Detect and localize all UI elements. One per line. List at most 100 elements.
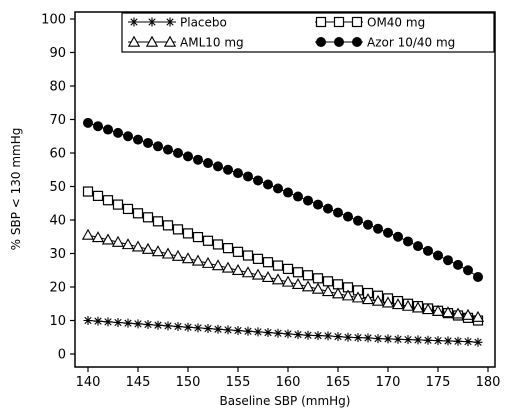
data-point (473, 271, 483, 282)
y-tick-label: 80 (49, 80, 66, 95)
data-point (193, 323, 203, 333)
data-point (393, 231, 403, 242)
series-line (87, 122, 479, 278)
legend: Placebo OM40 mg AML10 mg Azor 10/40 mg (121, 12, 495, 53)
data-point (83, 117, 93, 128)
data-point (413, 241, 423, 252)
data-point (273, 328, 283, 338)
data-point (91, 231, 105, 243)
data-point (93, 316, 103, 326)
data-point (153, 141, 163, 152)
data-point (201, 256, 215, 268)
data-point (273, 183, 283, 194)
data-point (322, 276, 334, 287)
data-point (451, 307, 465, 319)
data-point (221, 261, 235, 273)
legend-marker (127, 35, 141, 47)
series-square (82, 186, 484, 326)
legend-item: OM40 mg (315, 16, 425, 30)
data-point (191, 254, 205, 266)
data-point (383, 227, 393, 238)
x-axis-title: Baseline SBP (mmHg) (220, 394, 351, 408)
data-point (102, 195, 114, 206)
data-point (433, 250, 443, 261)
data-point (391, 298, 405, 310)
y-axis: 0 10 20 30 40 50 60 70 80 90 100 (41, 13, 75, 363)
data-point (443, 255, 453, 266)
data-point (373, 334, 383, 344)
data-point (351, 291, 365, 303)
legend-label: Azor 10/40 mg (367, 36, 455, 50)
legend-marker (163, 35, 177, 47)
data-point (291, 277, 305, 290)
data-point (213, 324, 223, 334)
data-point (403, 236, 413, 247)
data-point (283, 329, 293, 339)
data-point (233, 168, 243, 179)
data-point (113, 127, 123, 138)
data-point (151, 245, 165, 257)
data-point (103, 124, 113, 135)
data-point (161, 247, 175, 259)
data-point (461, 308, 475, 320)
legend-item: Placebo (128, 16, 227, 30)
data-point (241, 266, 255, 278)
data-point (353, 215, 363, 226)
data-point (182, 228, 194, 239)
data-point (383, 334, 393, 344)
data-point (212, 239, 224, 250)
data-point (473, 337, 483, 347)
data-point (143, 137, 153, 148)
legend-marker (165, 17, 175, 27)
x-tick-label: 160 (276, 375, 301, 390)
data-point (253, 175, 263, 186)
data-point (243, 171, 253, 182)
data-point (363, 219, 373, 230)
data-point (343, 211, 353, 222)
legend-label: OM40 mg (367, 16, 425, 30)
data-point (211, 259, 225, 271)
x-tick-label: 165 (326, 375, 351, 390)
data-point (303, 330, 313, 340)
data-point (121, 238, 135, 250)
data-point (301, 280, 315, 292)
data-point (321, 285, 335, 297)
data-point (181, 252, 195, 264)
data-point (141, 242, 155, 254)
x-axis: 140 145 150 155 160 165 170 175 180 (76, 367, 500, 390)
legend-marker (334, 37, 344, 47)
data-point (441, 306, 455, 318)
y-tick-label: 60 (49, 147, 66, 162)
data-point (103, 317, 113, 327)
x-tick-label: 175 (426, 375, 451, 390)
data-point (313, 199, 323, 210)
data-point (453, 259, 463, 270)
data-point (403, 335, 413, 345)
data-point (333, 332, 343, 342)
data-point (262, 257, 274, 268)
data-point (463, 337, 473, 347)
x-tick-label: 150 (176, 375, 201, 390)
data-point (193, 154, 203, 165)
data-point (213, 161, 223, 172)
series-line (87, 234, 479, 318)
data-point (341, 289, 355, 301)
data-point (373, 223, 383, 234)
data-point (343, 332, 353, 342)
data-point (173, 148, 183, 158)
data-point (112, 199, 124, 210)
data-point (272, 260, 284, 271)
data-point (423, 245, 433, 256)
data-point (283, 187, 293, 198)
y-tick-label: 0 (58, 348, 66, 363)
series-circle (83, 117, 483, 282)
data-point (282, 263, 294, 275)
legend-marker (145, 35, 159, 47)
data-point (133, 134, 143, 145)
data-point (122, 203, 134, 215)
data-point (83, 316, 93, 325)
data-point (381, 296, 395, 308)
data-point (312, 273, 324, 284)
data-point (393, 334, 403, 344)
